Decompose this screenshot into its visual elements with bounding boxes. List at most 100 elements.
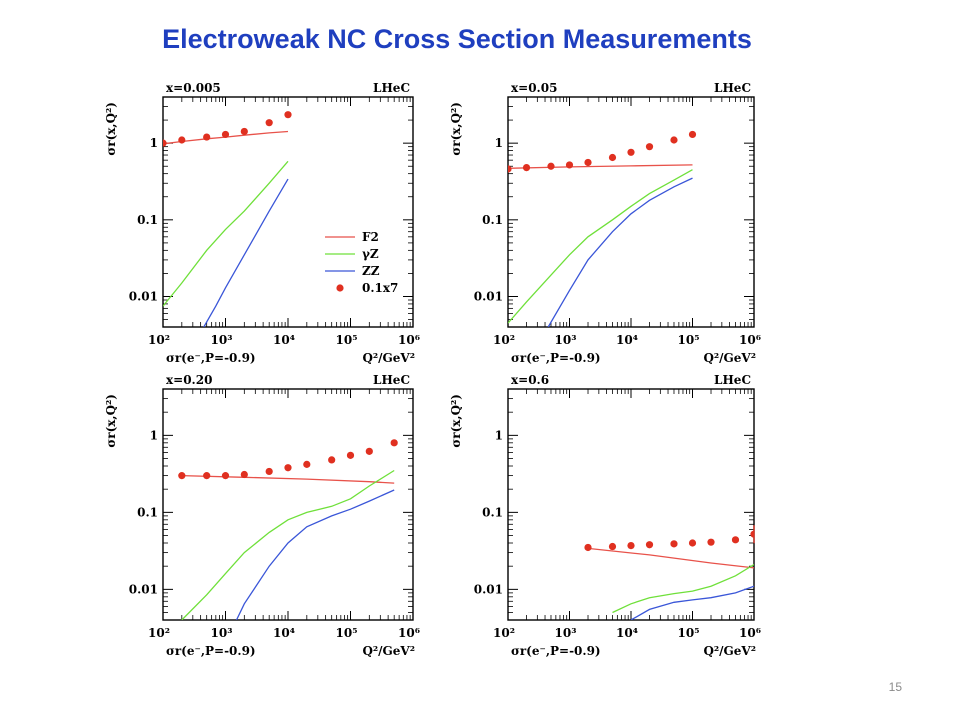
- bottom-left-label: σr(e⁻,P=-0.9): [166, 351, 256, 365]
- data-point: [284, 464, 292, 472]
- data-point: [670, 540, 678, 548]
- panel-x-label: x=0.20: [166, 373, 212, 387]
- data-point: [284, 111, 292, 119]
- data-point: [346, 451, 355, 459]
- x-tick-label: 10⁴: [273, 333, 295, 347]
- data-point: [688, 130, 697, 139]
- x-tick-label: 10⁴: [616, 333, 638, 347]
- data-point: [547, 162, 555, 170]
- data-point: [750, 530, 754, 538]
- x-axis-title: Q²/GeV²: [362, 644, 415, 658]
- series-line-ZZ: [235, 489, 395, 620]
- chart-panel-4: 10² 10³ 10⁴ 10⁵ 10⁶ 0.01 0.1 1 x=0.6 LHeC σr(x,Q²)…: [449, 373, 761, 658]
- y-tick-label: 0.1: [482, 505, 503, 519]
- data-point: [565, 161, 574, 169]
- x-tick-label: 10⁵: [678, 626, 700, 640]
- panel-lhec-label: LHeC: [714, 373, 751, 387]
- legend-entry: F2: [362, 230, 379, 244]
- x-tick-label: 10²: [148, 333, 170, 347]
- data-point: [608, 153, 617, 162]
- x-tick-label: 10⁴: [616, 626, 638, 640]
- series-line-ZZ: [203, 178, 289, 327]
- plot-frame: [507, 96, 755, 328]
- x-axis-title: Q²/GeV²: [703, 351, 756, 365]
- chart-panel-2: 10² 10³ 10⁴ 10⁵ 10⁶ 0.01 0.1 1 x=0.05 LHeC σr(x,Q²…: [449, 81, 761, 365]
- data-point: [265, 119, 273, 127]
- legend-entry: γZ: [362, 247, 379, 261]
- data-point: [365, 447, 373, 455]
- bottom-left-label: σr(e⁻,P=-0.9): [166, 644, 256, 658]
- data-point: [303, 460, 311, 468]
- x-tick-label: 10⁶: [398, 626, 420, 640]
- y-axis-title: σr(x,Q²): [449, 102, 463, 156]
- y-axis-title: σr(x,Q²): [104, 102, 118, 156]
- series-line-ZZ: [547, 177, 693, 327]
- legend: F2 γZ ZZ 0.1x7: [325, 230, 398, 295]
- y-tick-label: 0.01: [474, 582, 503, 596]
- data-point: [608, 542, 617, 551]
- y-tick-label: 1: [495, 428, 503, 442]
- panel-lhec-label: LHeC: [373, 373, 410, 387]
- y-tick-label: 1: [150, 428, 158, 442]
- panel-x-label: x=0.05: [511, 81, 557, 95]
- y-tick-label: 0.1: [137, 505, 158, 519]
- x-tick-label: 10²: [148, 626, 170, 640]
- legend-entry: 0.1x7: [362, 281, 398, 295]
- x-tick-label: 10²: [493, 626, 515, 640]
- data-point: [203, 133, 211, 141]
- y-tick-label: 0.1: [137, 213, 158, 227]
- data-point: [707, 538, 715, 546]
- y-tick-label: 0.1: [482, 213, 503, 227]
- data-point: [584, 158, 592, 167]
- y-tick-label: 0.01: [129, 582, 158, 596]
- x-axis-title: Q²/GeV²: [362, 351, 415, 365]
- data-point: [731, 536, 740, 544]
- bottom-left-label: σr(e⁻,P=-0.9): [511, 644, 601, 658]
- data-point: [670, 136, 678, 144]
- panel-lhec-label: LHeC: [373, 81, 410, 95]
- data-point: [240, 127, 248, 136]
- data-point: [390, 439, 398, 447]
- x-tick-label: 10²: [493, 333, 515, 347]
- data-point: [645, 143, 654, 151]
- panel-lhec-label: LHeC: [714, 81, 751, 95]
- series-line-ZZ: [630, 585, 754, 620]
- data-point: [265, 467, 273, 476]
- data-point: [240, 470, 248, 479]
- x-tick-label: 10³: [211, 333, 233, 347]
- series-line-gammaZ: [163, 160, 289, 307]
- chart-panel-3: 10² 10³ 10⁴ 10⁵ 10⁶ 0.01 0.1 1 x=0.20 LHeC σr(x,Q²…: [104, 373, 420, 658]
- data-point: [627, 542, 635, 550]
- data-point: [221, 472, 230, 480]
- y-axis-title: σr(x,Q²): [449, 394, 463, 448]
- y-tick-label: 0.01: [474, 289, 503, 303]
- data-point: [178, 136, 186, 144]
- x-tick-label: 10⁵: [336, 333, 358, 347]
- data-point: [627, 148, 635, 156]
- x-tick-label: 10⁶: [739, 333, 761, 347]
- x-tick-label: 10⁴: [273, 626, 295, 640]
- x-tick-label: 10³: [211, 626, 233, 640]
- series-line-gammaZ: [612, 563, 754, 614]
- legend-swatch: [336, 284, 344, 292]
- plot-frame: [162, 388, 414, 621]
- data-point: [688, 539, 697, 547]
- data-point: [163, 139, 167, 147]
- y-axis-title: σr(x,Q²): [104, 394, 118, 448]
- data-point: [522, 163, 531, 172]
- data-point: [645, 541, 654, 549]
- x-axis-title: Q²/GeV²: [703, 644, 756, 658]
- data-point: [221, 130, 230, 139]
- series-line-F2: [508, 164, 693, 169]
- plot-frame: [507, 388, 755, 621]
- series-line-gammaZ: [508, 169, 693, 324]
- legend-entry: ZZ: [362, 264, 380, 278]
- bottom-left-label: σr(e⁻,P=-0.9): [511, 351, 601, 365]
- page-number: 15: [888, 680, 902, 694]
- y-tick-label: 1: [150, 136, 158, 150]
- data-point: [328, 456, 336, 464]
- series-line-F2: [587, 547, 754, 569]
- data-point: [203, 472, 211, 480]
- series-line-gammaZ: [181, 469, 395, 620]
